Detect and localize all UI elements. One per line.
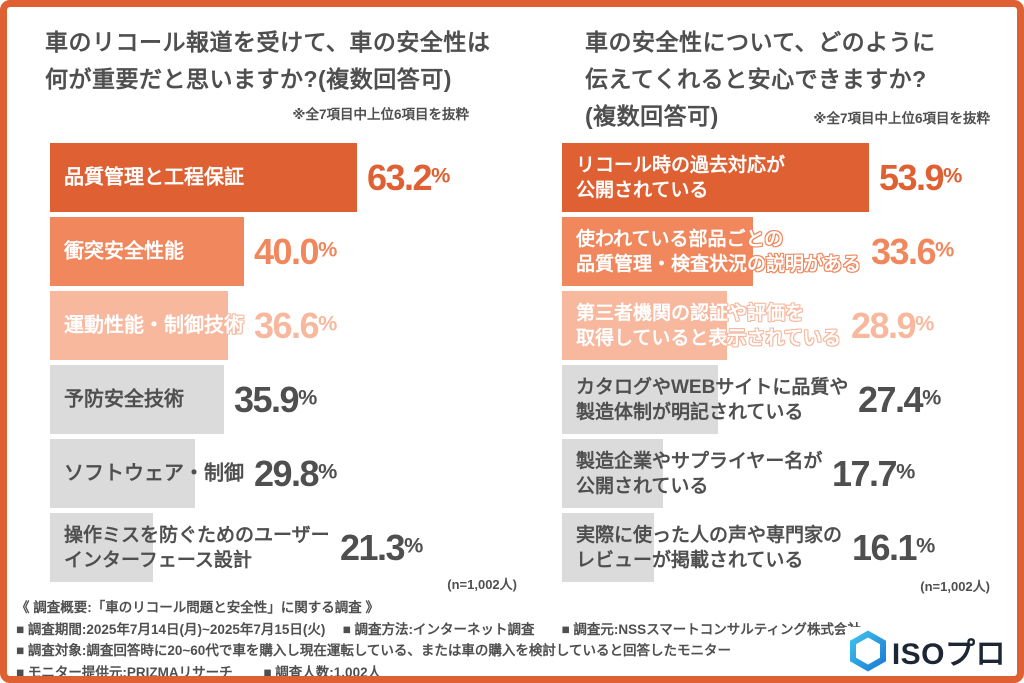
bar-row: 実際に使った人の声や専門家の レビューが掲載されている 16.1% [562, 513, 1017, 582]
bar-label: 操作ミスを防ぐためのユーザー インターフェース設計 [64, 524, 330, 571]
bar-row: ソフトウェア・制御 29.8% [50, 439, 518, 508]
bar-label: 第三者機関の認証や評価を 取得していると表示されている [576, 302, 841, 349]
bar-value: 17.7% [832, 452, 916, 494]
right-chart-sample-size: (n=1,002人) [920, 579, 990, 594]
survey-summary-heading: 《 調査概要:「車のリコール問題と安全性」に関する調査 》 [16, 600, 379, 615]
bar-label: 衝突安全性能 [64, 240, 184, 262]
bar-row: カタログやWEBサイトに品質や 製造体制が明記されている 27.4% [562, 365, 1017, 434]
bar [50, 143, 357, 212]
left-chart-title-line2: 何が重要だと思いますか?(複数回答可) [45, 66, 452, 92]
right-chart-bar-list: リコール時の過去対応が 公開されている 53.9% 使われている部品ごとの 品質管理・検… [562, 143, 1017, 587]
bar [50, 513, 153, 582]
bar [562, 365, 718, 434]
bar [562, 217, 753, 286]
bar [50, 439, 195, 508]
bar-row: 使われている部品ごとの 品質管理・検査状況の説明がある 33.6% [562, 217, 1017, 286]
bar-row: 操作ミスを防ぐためのユーザー インターフェース設計 21.3% [50, 513, 518, 582]
right-chart-excerpt-note: ※全7項目中上位6項目を抜粋 [813, 111, 990, 126]
logo-text: ISOプロ [891, 638, 1006, 671]
bar-label: カタログやWEBサイトに品質や 製造体制が明記されている [576, 376, 849, 423]
left-chart-title: 車のリコール報道を受けて、車の安全性は 何が重要だと思いますか?(複数回答可) [45, 24, 490, 98]
bar [50, 365, 224, 434]
survey-monitor-count: ■ モニター提供元:PRIZMAリサーチ ■ 調査人数:1,002人 [16, 664, 382, 680]
bar-value: 33.6% [871, 230, 955, 272]
left-chart-bar-list: 品質管理と工程保証 63.2% 衝突安全性能 40.0% 運動性能・制御技術 36.6% 予… [50, 143, 518, 587]
bar-value: 53.9% [879, 156, 963, 198]
right-chart-title-line2: 伝えてくれると安心できますか? [585, 66, 927, 92]
bar-row: リコール時の過去対応が 公開されている 53.9% [562, 143, 1017, 212]
left-chart-title-line1: 車のリコール報道を受けて、車の安全性は [45, 29, 491, 55]
survey-target: ■ 調査対象:調査回答時に20~60代で車を購入し現在運転している、または車の購… [16, 643, 732, 658]
bar-row: 製造企業やサプライヤー名が 公開されている 17.7% [562, 439, 1017, 508]
bar-row: 衝突安全性能 40.0% [50, 217, 518, 286]
bar-label: ソフトウェア・制御 [64, 462, 244, 484]
left-chart-sample-size: (n=1,002人) [447, 577, 517, 592]
bar-value: 29.8% [254, 452, 338, 494]
bar-label: リコール時の過去対応が 公開されている [576, 154, 786, 201]
bar-row: 運動性能・制御技術 36.6% [50, 291, 518, 360]
survey-period-method-source: ■ 調査期間:2025年7月14日(月)~2025年7月15日(火) ■ 調査方… [16, 621, 861, 637]
bar-value: 27.4% [858, 378, 942, 420]
bar-row: 予防安全技術 35.9% [50, 365, 518, 434]
bar-value: 40.0% [254, 230, 338, 272]
bar-label: 実際に使った人の声や専門家の レビューが掲載されている [576, 524, 843, 571]
bar [562, 513, 654, 582]
bar [50, 217, 244, 286]
bar-label: 品質管理と工程保証 [64, 166, 244, 188]
isopro-logo: ISOプロ [844, 627, 1010, 675]
bar-label: 予防安全技術 [64, 388, 184, 410]
bar-row: 第三者機関の認証や評価を 取得していると表示されている 28.9% [562, 291, 1017, 360]
bar-value: 16.1% [852, 526, 936, 568]
bar [562, 439, 663, 508]
right-chart-title-line3: (複数回答可) [585, 103, 719, 129]
survey-summary: 《 調査概要:「車のリコール問題と安全性」に関する調査 》 ■ 調査期間:202… [16, 597, 861, 683]
bar-value: 63.2% [367, 156, 451, 198]
left-chart-excerpt-note: ※全7項目中上位6項目を抜粋 [292, 107, 469, 122]
bar-label: 使われている部品ごとの 品質管理・検査状況の説明がある [576, 228, 862, 275]
bar-row: 品質管理と工程保証 63.2% [50, 143, 518, 212]
hexagon-icon [849, 630, 886, 672]
bar-value: 21.3% [340, 526, 424, 568]
bar [562, 143, 869, 212]
bar-label: 運動性能・制御技術 [64, 314, 244, 336]
right-chart-title-line1: 車の安全性について、どのように [585, 29, 936, 55]
bar-value: 35.9% [234, 378, 318, 420]
bar [50, 291, 228, 360]
bar-label: 製造企業やサプライヤー名が 公開されている [576, 450, 823, 497]
right-chart-title: 車の安全性について、どのように 伝えてくれると安心できますか? (複数回答可) [585, 24, 936, 135]
bar [562, 291, 727, 360]
bar-value: 36.6% [254, 304, 338, 346]
bar-value: 28.9% [851, 304, 935, 346]
